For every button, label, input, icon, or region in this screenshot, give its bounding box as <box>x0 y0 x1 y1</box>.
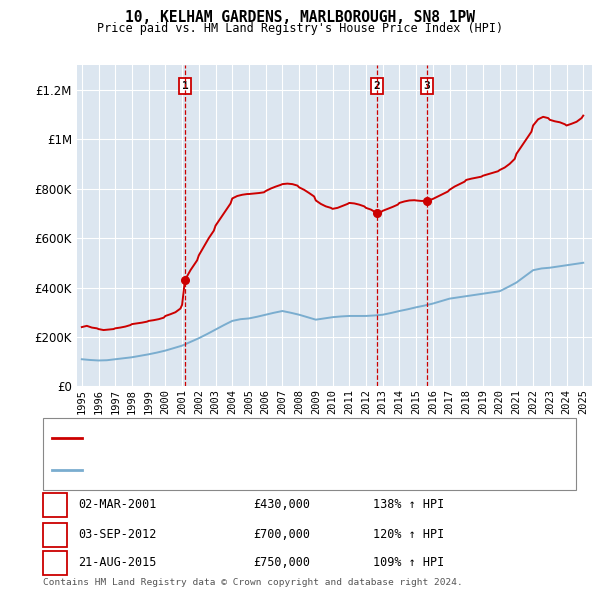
Text: Price paid vs. HM Land Registry's House Price Index (HPI): Price paid vs. HM Land Registry's House … <box>97 22 503 35</box>
Text: 3: 3 <box>52 556 59 569</box>
Text: 138% ↑ HPI: 138% ↑ HPI <box>373 499 445 512</box>
Text: 120% ↑ HPI: 120% ↑ HPI <box>373 529 445 542</box>
Text: 1: 1 <box>182 81 188 91</box>
Text: HPI: Average price, detached house, Wiltshire: HPI: Average price, detached house, Wilt… <box>86 465 379 475</box>
Text: 10, KELHAM GARDENS, MARLBOROUGH, SN8 1PW: 10, KELHAM GARDENS, MARLBOROUGH, SN8 1PW <box>125 10 475 25</box>
Text: 03-SEP-2012: 03-SEP-2012 <box>78 529 157 542</box>
Text: £700,000: £700,000 <box>253 529 310 542</box>
Text: 2: 2 <box>374 81 380 91</box>
Text: 02-MAR-2001: 02-MAR-2001 <box>78 499 157 512</box>
Text: 21-AUG-2015: 21-AUG-2015 <box>78 556 157 569</box>
Text: 3: 3 <box>424 81 430 91</box>
Text: 1: 1 <box>52 499 59 512</box>
Text: £750,000: £750,000 <box>253 556 310 569</box>
Text: 2: 2 <box>52 529 59 542</box>
Text: £430,000: £430,000 <box>253 499 310 512</box>
Text: 109% ↑ HPI: 109% ↑ HPI <box>373 556 445 569</box>
Text: Contains HM Land Registry data © Crown copyright and database right 2024.: Contains HM Land Registry data © Crown c… <box>43 578 463 587</box>
Text: 10, KELHAM GARDENS, MARLBOROUGH, SN8 1PW (detached house): 10, KELHAM GARDENS, MARLBOROUGH, SN8 1PW… <box>86 433 457 443</box>
